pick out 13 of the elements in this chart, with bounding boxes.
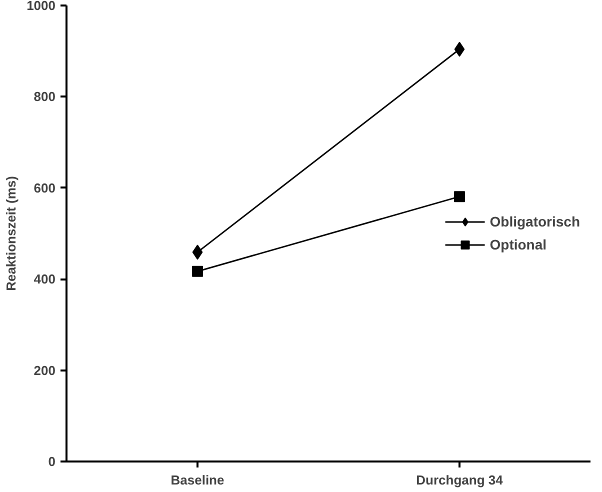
y-tick-label: 800 [34, 89, 56, 104]
legend-label: Optional [490, 236, 547, 252]
x-tick-label: Baseline [170, 472, 224, 488]
y-axis-title: Reaktionszeit (ms) [4, 176, 19, 291]
legend-label: Obligatorisch [490, 214, 580, 230]
x-tick-label: Durchgang 34 [416, 472, 504, 488]
point [454, 191, 465, 202]
y-tick-label: 0 [48, 454, 56, 469]
y-tick-label: 600 [34, 180, 56, 196]
y-tick-label: 1000 [26, 0, 56, 13]
point [192, 266, 203, 277]
y-tick-label: 200 [34, 362, 56, 378]
y-tick-label: 400 [34, 272, 56, 287]
